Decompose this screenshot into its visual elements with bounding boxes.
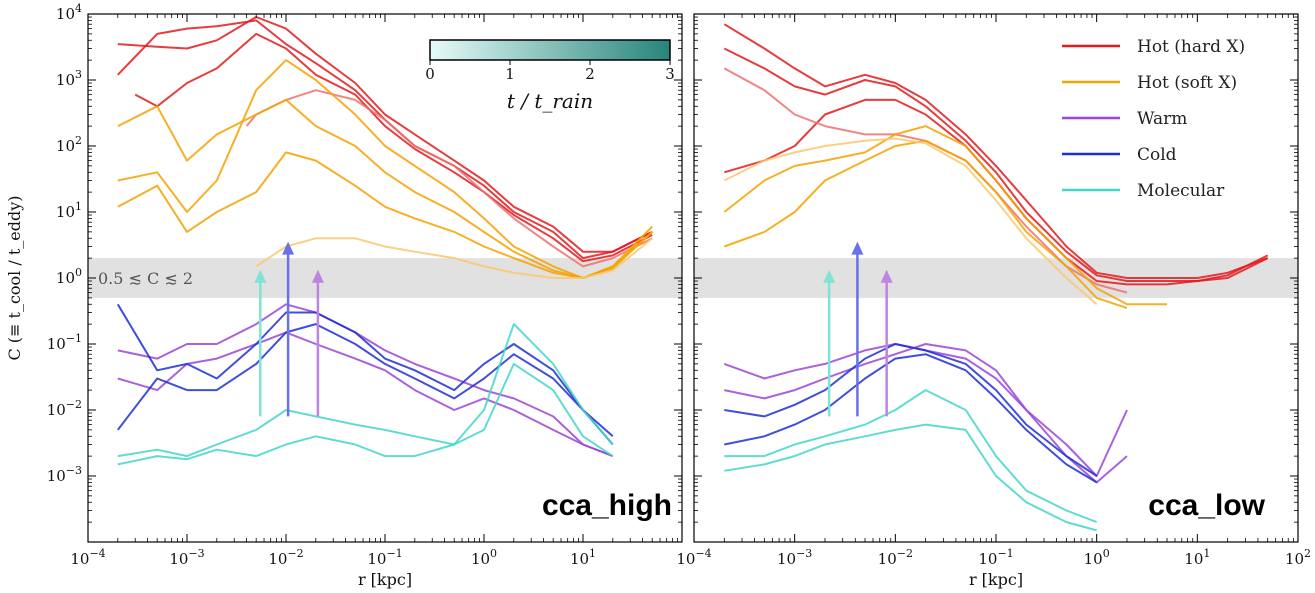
- series-line-warm: [724, 343, 1128, 484]
- chart-panel-cca-low: 10−4 10−3 10−2 10−1 100 101 102 cca_low r [kpc…: [676, 13, 1311, 589]
- series-line-hot-soft-x: [723, 139, 1128, 310]
- legend-label: Molecular: [1137, 181, 1225, 201]
- series-line-hot-soft-x: [255, 237, 653, 279]
- legend-label: Hot (hard X): [1137, 37, 1245, 57]
- series-line-hot-hard-x: [117, 16, 653, 253]
- y-axis-label: C (≡ t_cool / t_eddy): [5, 195, 24, 360]
- series-line-hot-hard-x: [723, 47, 1269, 282]
- legend-label: Warm: [1137, 109, 1187, 129]
- colorbar-tick-label: 2: [585, 65, 595, 83]
- band-label: 0.5 ≲ C ≲ 2: [98, 269, 193, 288]
- x-axis-label: r [kpc]: [969, 570, 1023, 589]
- legend: Hot (hard X) Hot (soft X) Warm Cold Molecula…: [1062, 37, 1245, 201]
- series-line-cold: [724, 353, 1098, 484]
- arrow-head: [880, 269, 893, 283]
- series-line-cold: [724, 343, 1098, 477]
- tick-label: 100: [56, 266, 82, 287]
- panel-tag: cca_low: [1148, 489, 1265, 522]
- tick-label: 10−1: [978, 547, 1013, 568]
- tick-label: 102: [56, 134, 82, 155]
- tick-label: 10−1: [47, 332, 82, 353]
- tick-label: 104: [56, 2, 82, 23]
- colorbar-label: t / t_rain: [507, 89, 593, 113]
- arrow-head: [254, 269, 267, 283]
- tick-label: 102: [1285, 547, 1311, 568]
- colorbar: 0 1 2 3 t / t_rain: [425, 39, 675, 113]
- colorbar-tick-label: 3: [665, 65, 675, 83]
- tick-label: 100: [1084, 547, 1110, 568]
- series-line-hot-soft-x: [723, 137, 1098, 306]
- series-line-warm: [117, 331, 614, 458]
- tick-label: 10−1: [367, 547, 402, 568]
- tick-label: 10−4: [676, 547, 711, 568]
- series-line-cold: [116, 303, 614, 446]
- x-axis-label: r [kpc]: [358, 570, 412, 589]
- legend-label: Hot (soft X): [1137, 73, 1237, 93]
- series-line-molecular: [117, 323, 614, 458]
- panel-tag: cca_high: [542, 489, 672, 522]
- tick-label: 101: [570, 547, 596, 568]
- series-line-warm: [117, 303, 614, 458]
- tick-label: 101: [1184, 547, 1210, 568]
- tick-label: 103: [56, 68, 82, 89]
- series-line-molecular: [117, 362, 614, 466]
- series-line-molecular: [724, 423, 1097, 532]
- series-line-hot-soft-x: [117, 151, 653, 279]
- arrow-head: [823, 269, 836, 283]
- series-line-hot-hard-x: [723, 23, 1269, 279]
- tick-label: 10−3: [777, 547, 812, 568]
- tick-label: 10−4: [70, 547, 105, 568]
- series-line-hot-soft-x: [117, 98, 653, 279]
- arrow-head: [311, 269, 324, 283]
- legend-label: Cold: [1137, 145, 1177, 165]
- series-line-hot-soft-x: [723, 125, 1167, 306]
- series-line-hot-hard-x: [134, 32, 653, 263]
- series-line-molecular: [724, 389, 1098, 524]
- tick-label: 10−2: [47, 398, 82, 419]
- tick-label: 101: [56, 200, 82, 221]
- colorbar-tick-label: 0: [425, 65, 435, 83]
- series-line-hot-soft-x: [117, 59, 653, 279]
- tick-label: 100: [471, 547, 497, 568]
- band-region: [694, 258, 1298, 298]
- series-line-cold: [117, 323, 614, 438]
- colorbar-bar: [429, 39, 671, 61]
- tick-label: 10−3: [47, 464, 82, 485]
- series-line-hot-hard-x: [245, 89, 653, 268]
- colorbar-tick-label: 1: [505, 65, 515, 83]
- tick-label: 10−2: [268, 547, 303, 568]
- arrow-head: [282, 241, 295, 255]
- tick-label: 10−3: [169, 547, 204, 568]
- chart-panel-cca-high: 10−4 10−3 10−2 10−1 100 101 10−310−210−110010…: [5, 2, 683, 589]
- tick-label: 10−2: [878, 547, 913, 568]
- arrow-head: [851, 241, 864, 255]
